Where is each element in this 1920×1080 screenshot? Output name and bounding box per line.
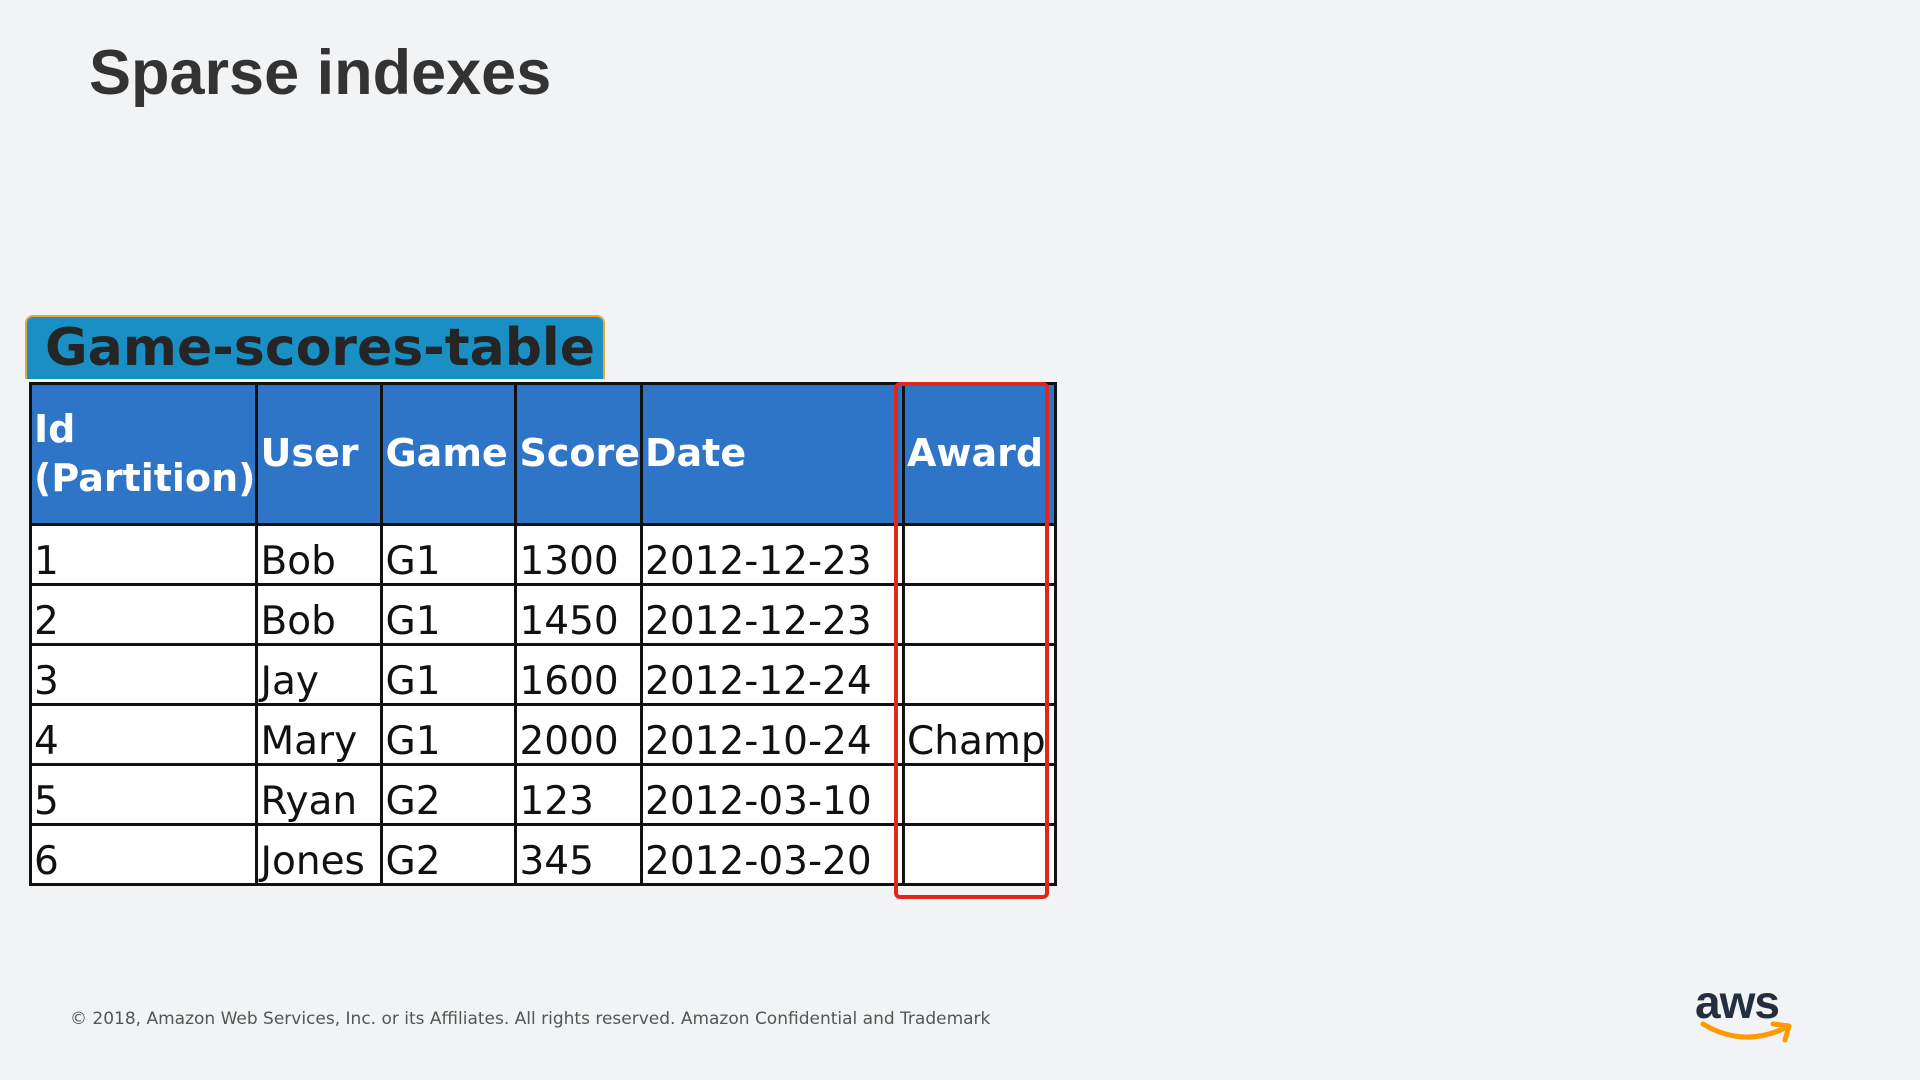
cell-user: Mary xyxy=(255,703,384,766)
aws-logo: aws xyxy=(1695,976,1805,1050)
header-score: Score xyxy=(514,382,643,526)
cell-date: 2012-10-24 xyxy=(640,703,905,766)
cell-game: G1 xyxy=(380,643,518,706)
cell-id: 4 xyxy=(28,703,259,766)
cell-game: G2 xyxy=(380,823,518,886)
table-header-row: Id (Partition) User Game Score Date Awar… xyxy=(28,382,1057,526)
cell-score: 1300 xyxy=(514,523,643,586)
cell-date: 2012-12-24 xyxy=(640,643,905,706)
cell-user: Jay xyxy=(255,643,384,706)
cell-award xyxy=(902,823,1057,886)
table-row: 1 Bob G1 1300 2012-12-23 xyxy=(28,523,1057,586)
cell-score: 345 xyxy=(514,823,643,886)
cell-date: 2012-12-23 xyxy=(640,523,905,586)
cell-id: 5 xyxy=(28,763,259,826)
copyright-footer: © 2018, Amazon Web Services, Inc. or its… xyxy=(70,1009,991,1029)
cell-game: G1 xyxy=(380,703,518,766)
cell-game: G1 xyxy=(380,583,518,646)
header-award: Award xyxy=(902,382,1057,526)
cell-user: Bob xyxy=(255,583,384,646)
table-row: 6 Jones G2 345 2012-03-20 xyxy=(28,823,1057,886)
cell-id: 6 xyxy=(28,823,259,886)
cell-award xyxy=(902,583,1057,646)
cell-user: Ryan xyxy=(255,763,384,826)
cell-score: 1450 xyxy=(514,583,643,646)
cell-award xyxy=(902,643,1057,706)
header-id: Id (Partition) xyxy=(28,382,259,526)
table-row: 5 Ryan G2 123 2012-03-10 xyxy=(28,763,1057,826)
table-name-tab: Game-scores-table xyxy=(25,315,605,379)
cell-award xyxy=(902,763,1057,826)
cell-award xyxy=(902,523,1057,586)
cell-score: 1600 xyxy=(514,643,643,706)
cell-game: G1 xyxy=(380,523,518,586)
cell-game: G2 xyxy=(380,763,518,826)
slide-title: Sparse indexes xyxy=(89,38,552,108)
cell-id: 1 xyxy=(28,523,259,586)
header-game: Game xyxy=(380,382,518,526)
game-scores-table: Id (Partition) User Game Score Date Awar… xyxy=(28,382,1057,886)
table-row: 4 Mary G1 2000 2012-10-24 Champ xyxy=(28,703,1057,766)
cell-user: Jones xyxy=(255,823,384,886)
cell-id: 3 xyxy=(28,643,259,706)
cell-id: 2 xyxy=(28,583,259,646)
cell-user: Bob xyxy=(255,523,384,586)
cell-score: 2000 xyxy=(514,703,643,766)
table-row: 3 Jay G1 1600 2012-12-24 xyxy=(28,643,1057,706)
cell-score: 123 xyxy=(514,763,643,826)
aws-smile-arrow-icon xyxy=(1700,1021,1792,1043)
cell-date: 2012-03-10 xyxy=(640,763,905,826)
cell-date: 2012-12-23 xyxy=(640,583,905,646)
header-date: Date xyxy=(640,382,905,526)
cell-date: 2012-03-20 xyxy=(640,823,905,886)
aws-logo-text: aws xyxy=(1695,976,1780,1028)
cell-award: Champ xyxy=(902,703,1057,766)
table-row: 2 Bob G1 1450 2012-12-23 xyxy=(28,583,1057,646)
header-user: User xyxy=(255,382,384,526)
